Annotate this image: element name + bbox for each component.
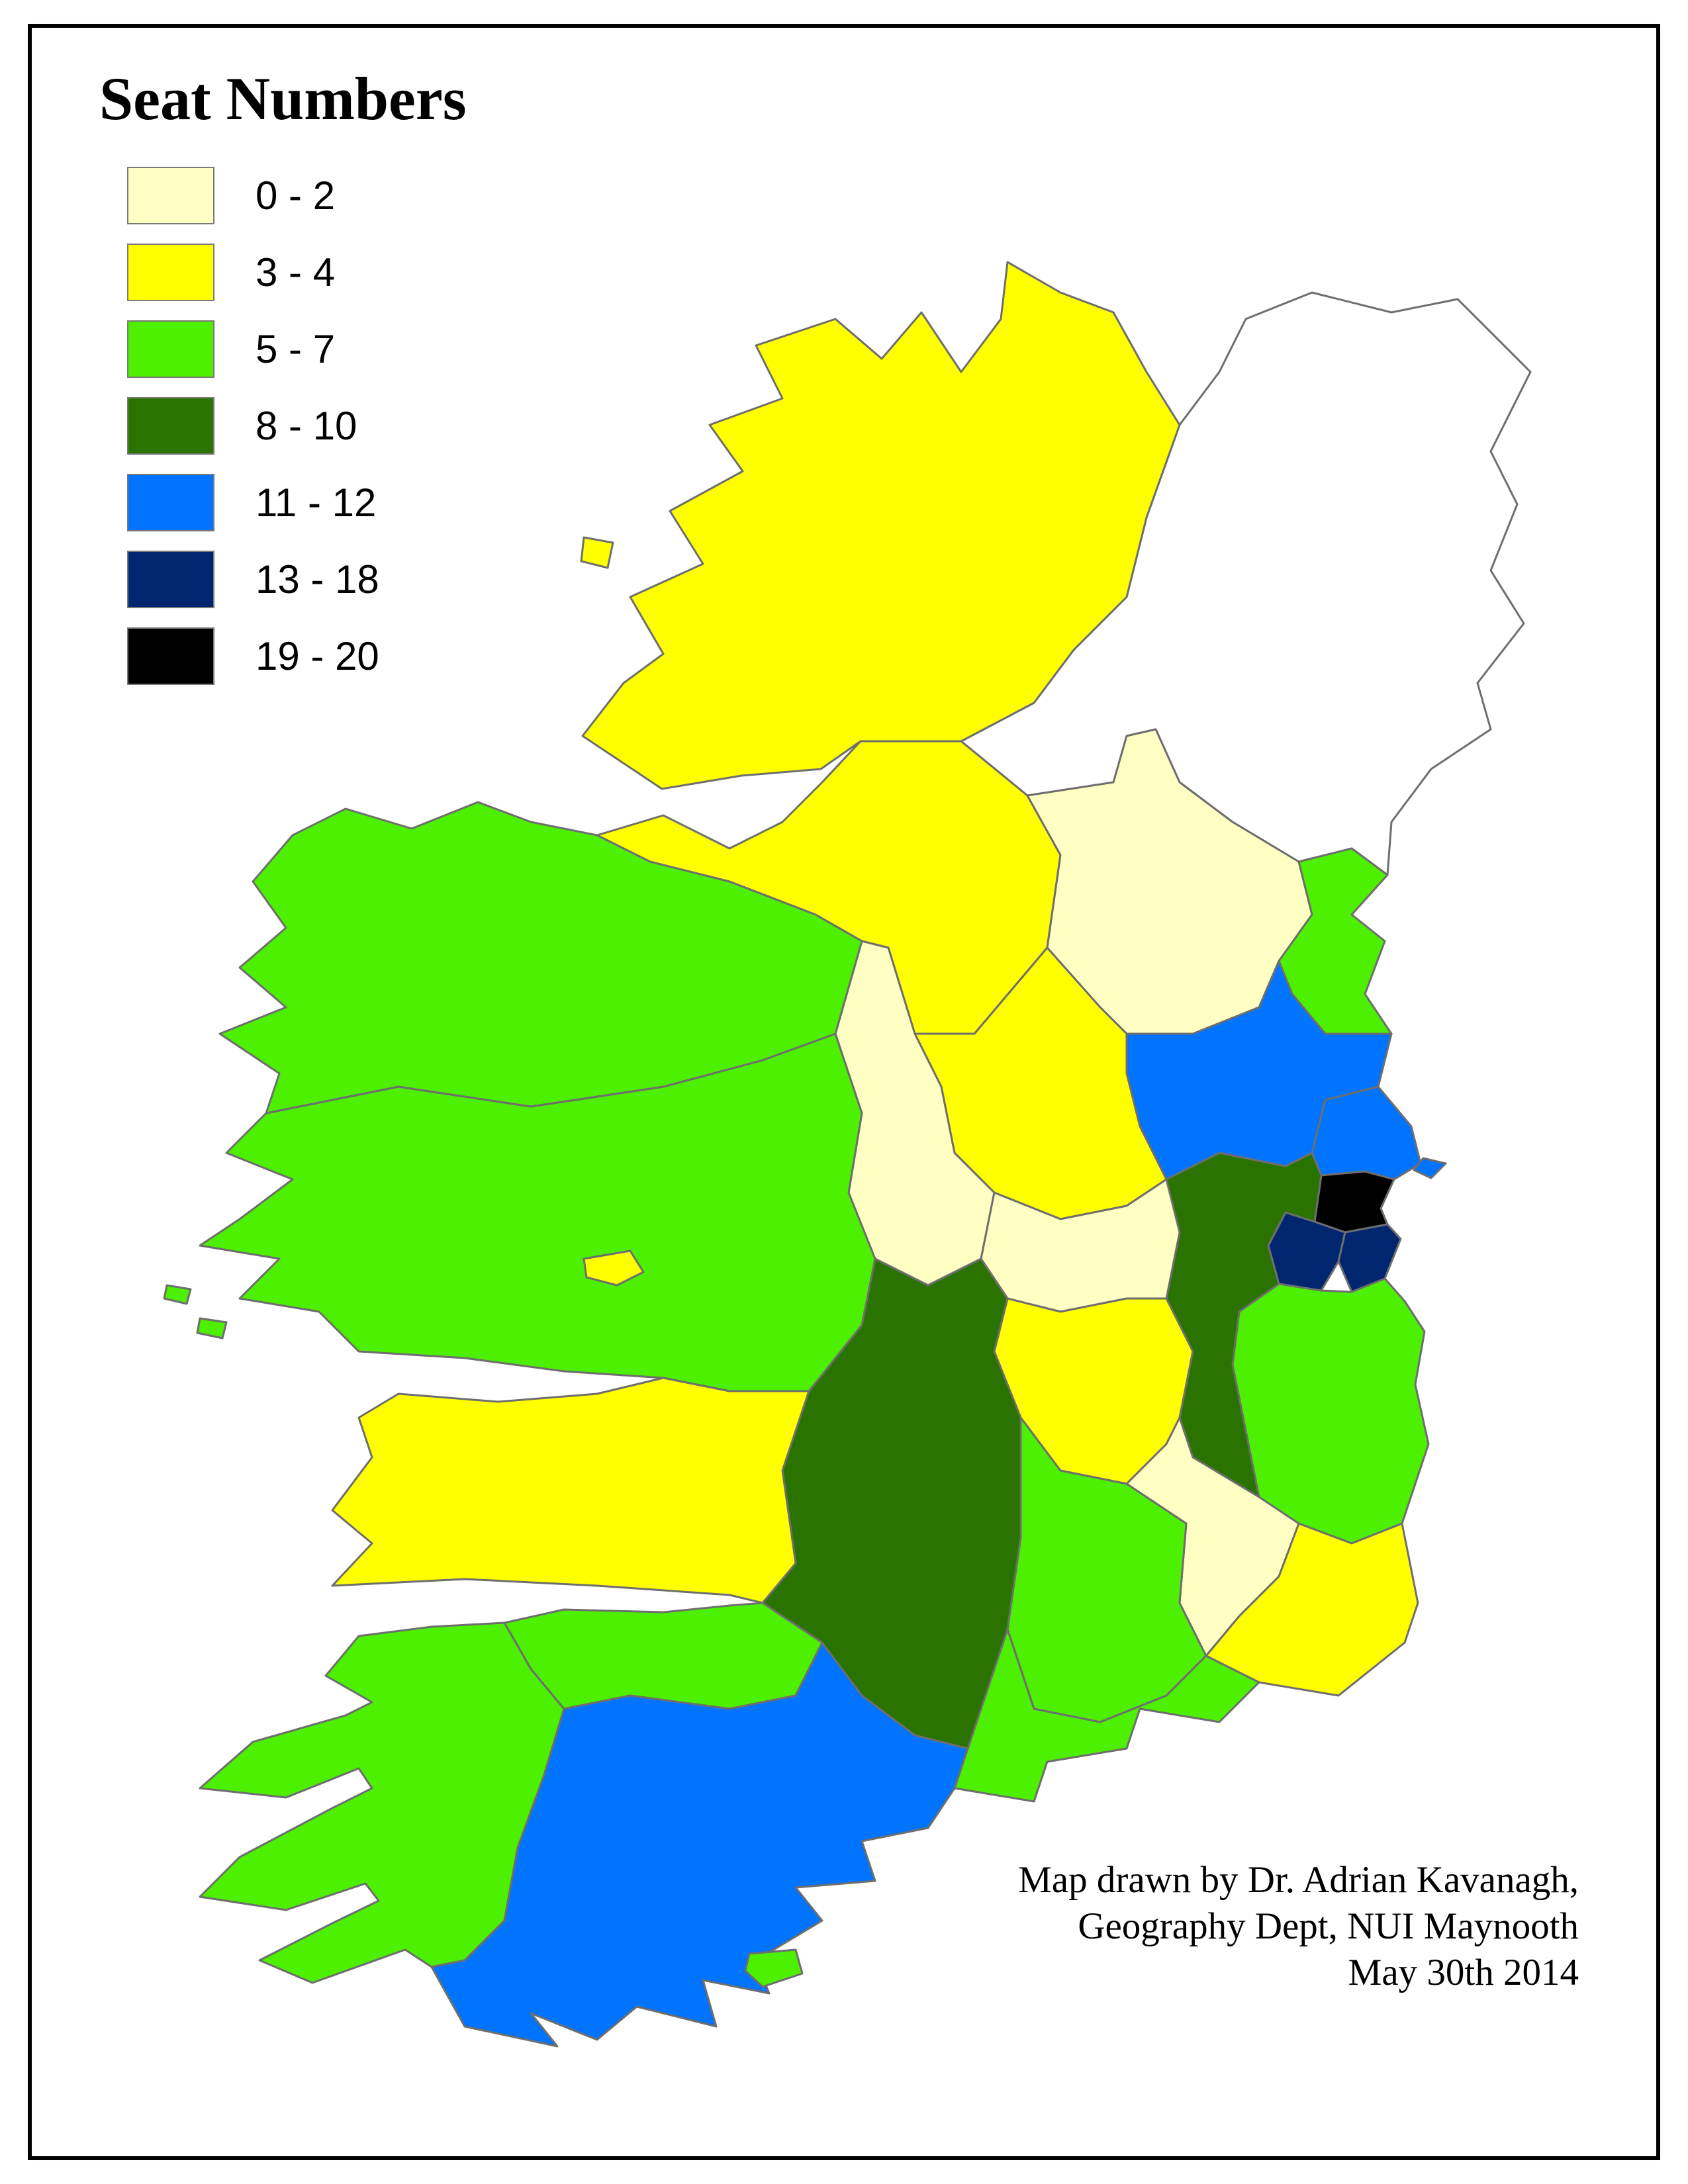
map-region bbox=[331, 1377, 810, 1604]
legend-row: 0 - 2 bbox=[127, 167, 379, 224]
map-region bbox=[583, 1250, 645, 1287]
legend-row: 3 - 4 bbox=[127, 244, 379, 301]
legend-swatch-3-4 bbox=[127, 244, 214, 301]
map-region bbox=[196, 1317, 228, 1340]
legend-label: 11 - 12 bbox=[256, 480, 377, 525]
attribution-line: Map drawn by Dr. Adrian Kavanagh, bbox=[1018, 1859, 1579, 1901]
map-region bbox=[1205, 1522, 1419, 1697]
page-frame bbox=[28, 24, 1660, 2160]
map-region bbox=[581, 261, 1181, 790]
map-region bbox=[218, 801, 863, 1115]
map-region bbox=[1278, 847, 1393, 1035]
map-region bbox=[580, 536, 614, 569]
legend-swatch-19-20 bbox=[127, 627, 214, 685]
legend-label: 8 - 10 bbox=[256, 404, 357, 448]
legend-swatch-13-18 bbox=[127, 551, 214, 608]
map-region bbox=[503, 1602, 823, 1710]
legend-row: 13 - 18 bbox=[127, 551, 379, 608]
attribution-line: Geography Dept, NUI Maynooth bbox=[1078, 1905, 1579, 1947]
legend-label: 13 - 18 bbox=[256, 557, 379, 602]
legend-label: 19 - 20 bbox=[256, 634, 379, 678]
map-region bbox=[1311, 1085, 1422, 1181]
map-region bbox=[1413, 1157, 1447, 1179]
legend-label: 0 - 2 bbox=[256, 173, 336, 218]
attribution: Map drawn by Dr. Adrian Kavanagh, Geogra… bbox=[1018, 1857, 1579, 1996]
legend-swatch-8-10 bbox=[127, 397, 214, 455]
legend-swatch-0-2 bbox=[127, 167, 214, 224]
legend-label: 5 - 7 bbox=[256, 327, 336, 371]
legend-row: 11 - 12 bbox=[127, 474, 379, 531]
legend-swatch-11-12 bbox=[127, 474, 214, 531]
attribution-line: May 30th 2014 bbox=[1348, 1952, 1579, 1993]
map-region bbox=[1313, 1170, 1395, 1234]
legend-title: Seat Numbers bbox=[99, 65, 467, 132]
legend-row: 5 - 7 bbox=[127, 320, 379, 378]
map-region bbox=[1337, 1223, 1402, 1293]
legend-label: 3 - 4 bbox=[256, 250, 336, 295]
map-region bbox=[744, 1948, 804, 1988]
legend-row: 19 - 20 bbox=[127, 627, 379, 685]
legend-swatch-5-7 bbox=[127, 320, 214, 378]
map-region bbox=[163, 1284, 192, 1305]
legend-row: 8 - 10 bbox=[127, 397, 379, 455]
legend: 0 - 2 3 - 4 5 - 7 8 - 10 11 - 12 13 - 18… bbox=[127, 167, 379, 704]
map-region bbox=[953, 1628, 1260, 1803]
